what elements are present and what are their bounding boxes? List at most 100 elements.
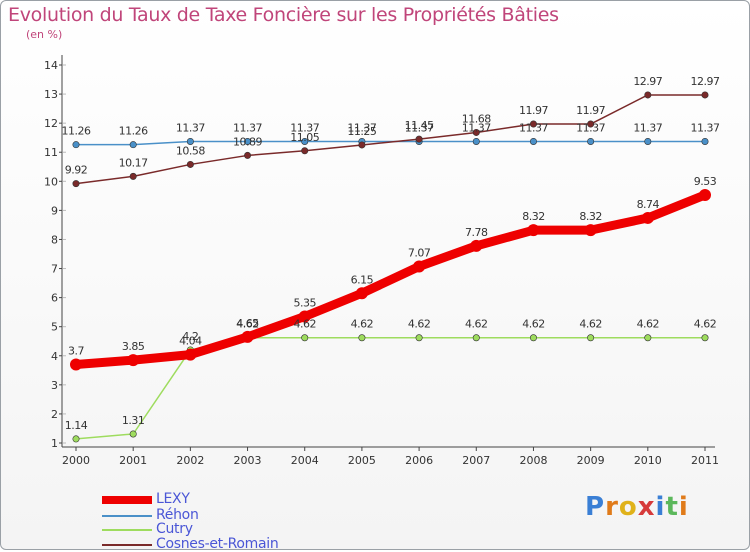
data-label: 4.2 <box>182 330 198 343</box>
data-point <box>529 120 537 128</box>
logo-letter: P <box>585 492 606 522</box>
data-label: 4.62 <box>236 318 259 331</box>
data-point <box>415 334 423 342</box>
y-tick-label: 2 <box>51 408 58 421</box>
y-tick-label: 10 <box>44 175 58 188</box>
y-tick-label: 5 <box>51 321 58 334</box>
data-point <box>244 137 252 145</box>
data-label: 7.78 <box>465 226 488 239</box>
data-label: 11.37 <box>347 121 376 134</box>
data-label: 4.62 <box>408 318 431 331</box>
y-tick-label: 9 <box>51 204 58 217</box>
data-point <box>644 334 652 342</box>
data-point <box>241 330 254 343</box>
logo-letter: t <box>665 492 679 522</box>
data-label: 11.97 <box>576 104 605 117</box>
data-label: 5.35 <box>293 297 316 310</box>
data-point <box>129 141 137 149</box>
data-point <box>186 160 194 168</box>
y-tick-label: 4 <box>51 350 58 363</box>
data-point <box>301 147 309 155</box>
legend-swatch <box>102 496 152 504</box>
legend-swatch <box>102 515 152 517</box>
data-label: 6.15 <box>351 273 374 286</box>
legend-label: LEXY <box>156 491 190 507</box>
data-point <box>472 334 480 342</box>
data-label: 11.37 <box>691 121 720 134</box>
y-tick-label: 13 <box>44 88 58 101</box>
data-label: 4.62 <box>465 318 488 331</box>
x-tick-label: 2005 <box>348 454 376 467</box>
data-label: 4.62 <box>579 318 602 331</box>
data-point <box>413 260 426 273</box>
data-point <box>584 224 597 237</box>
data-point <box>244 151 252 159</box>
data-point <box>701 91 709 99</box>
x-tick-label: 2009 <box>577 454 605 467</box>
data-label: 12.97 <box>691 75 720 88</box>
data-point <box>641 211 654 224</box>
data-point <box>529 334 537 342</box>
data-label: 11.25 <box>347 125 376 138</box>
chart-title: Evolution du Taux de Taxe Foncière sur l… <box>8 4 559 26</box>
data-point <box>70 358 82 371</box>
proxiti-logo[interactable]: Proxiti <box>585 492 689 522</box>
data-point <box>644 137 652 145</box>
data-label: 11.26 <box>62 125 91 138</box>
data-label: 4.62 <box>694 318 717 331</box>
data-label: 7.07 <box>408 247 431 260</box>
data-point <box>527 224 540 237</box>
data-point <box>587 137 595 145</box>
x-tick-label: 2004 <box>291 454 319 467</box>
data-label: 8.74 <box>637 198 660 211</box>
data-point <box>301 137 309 145</box>
data-label: 4.62 <box>637 318 660 331</box>
x-tick-label: 2000 <box>62 454 90 467</box>
series-line-Cutry <box>75 336 706 440</box>
data-label: 10.89 <box>233 135 262 148</box>
y-tick-label: 6 <box>51 292 58 305</box>
logo-letter: i <box>678 492 689 522</box>
data-label: 11.37 <box>176 121 205 134</box>
data-point <box>184 348 197 361</box>
data-point <box>415 135 423 143</box>
data-point <box>472 137 480 145</box>
data-point <box>72 435 80 443</box>
data-label: 3.85 <box>122 340 145 353</box>
legend-label: Cutry <box>156 521 193 537</box>
data-label: 9.92 <box>65 164 88 177</box>
series-line-LEXY <box>71 190 710 369</box>
y-tick-label: 14 <box>44 59 58 72</box>
logo-letter: o <box>618 492 638 522</box>
data-label: 4.62 <box>522 318 545 331</box>
data-label: 11.68 <box>462 112 491 125</box>
data-point <box>472 128 480 136</box>
data-point <box>72 141 80 149</box>
data-label: 11.45 <box>405 119 434 132</box>
data-label: 11.97 <box>519 104 548 117</box>
data-label: 10.58 <box>176 144 205 157</box>
data-point <box>529 137 537 145</box>
data-label: 11.37 <box>233 121 262 134</box>
data-point <box>127 354 140 367</box>
y-tick-label: 11 <box>44 146 58 159</box>
data-point <box>587 120 595 128</box>
data-label: 1.31 <box>122 414 145 427</box>
data-label: 1.14 <box>65 419 88 432</box>
logo-letter: r <box>605 492 619 522</box>
data-point <box>72 180 80 188</box>
data-point <box>355 287 368 300</box>
data-point <box>358 334 366 342</box>
data-point <box>587 334 595 342</box>
data-label: 4.62 <box>293 318 316 331</box>
legend-swatch <box>102 529 152 531</box>
data-label: 11.05 <box>290 131 319 144</box>
data-label: 11.37 <box>519 121 548 134</box>
logo-letter: x <box>637 492 656 522</box>
unit-label: (en %) <box>26 28 63 41</box>
data-label: 4.65 <box>236 317 259 330</box>
data-label: 8.32 <box>522 210 545 223</box>
x-tick-label: 2002 <box>176 454 204 467</box>
